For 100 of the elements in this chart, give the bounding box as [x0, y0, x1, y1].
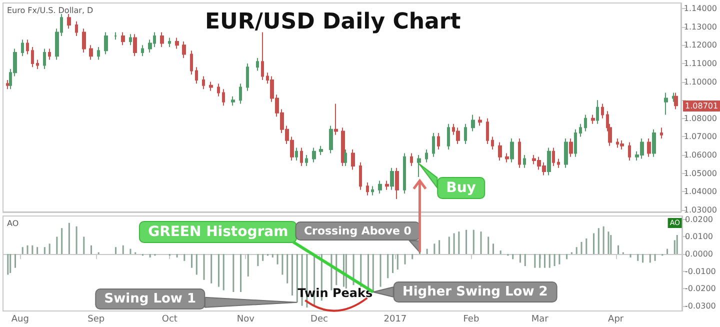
x-tick-label: Dec [310, 314, 328, 324]
candlestick [596, 100, 599, 124]
candlestick [620, 140, 624, 150]
chart-title: EUR/USD Daily Chart [205, 10, 462, 34]
candlestick [378, 180, 382, 194]
x-tick-label: 2017 [384, 314, 407, 324]
x-tick-label: Feb [463, 314, 480, 324]
candlestick [390, 167, 394, 190]
candlestick [432, 132, 435, 158]
y-tick-label: 0.0100 [685, 232, 713, 242]
candlestick [498, 142, 502, 162]
candlestick [300, 147, 303, 167]
x-tick-label: Oct [162, 314, 178, 324]
y-tick-label: -0.0300 [685, 301, 716, 310]
candlestick [305, 154, 308, 167]
y-tick-label: 1.07000 [684, 132, 718, 142]
candlestick [222, 88, 225, 106]
annotation: Higher Swing Low 2 [393, 282, 557, 302]
candlestick [48, 48, 51, 60]
candlestick [403, 152, 406, 194]
annotation: GREEN Histogram [139, 221, 298, 243]
candlestick [652, 128, 656, 158]
y-tick-label: -0.0200 [685, 284, 716, 294]
candlestick [329, 125, 333, 154]
candlestick [579, 123, 582, 138]
candlestick [67, 13, 71, 30]
candlestick [471, 114, 475, 132]
y-tick-label: 1.06000 [684, 150, 718, 160]
candlestick [6, 79, 10, 90]
candlestick [591, 114, 595, 124]
annotation: Twin Peaks [298, 286, 373, 300]
candlestick [672, 92, 675, 102]
annotation: Euro Fx/U.S. Dollar, D [7, 6, 94, 15]
y-tick-label: 1.13000 [684, 22, 718, 32]
annotation: AO [7, 219, 19, 228]
candlestick [547, 147, 551, 176]
candlestick [312, 147, 316, 163]
y-tick-label: 1.10000 [684, 77, 718, 86]
candlestick [523, 154, 526, 168]
candlestick [664, 92, 668, 116]
candlestick [425, 149, 428, 163]
candlestick [129, 34, 132, 46]
candlestick [491, 136, 494, 150]
candlestick [239, 83, 242, 104]
candlestick [447, 123, 450, 150]
candlestick [75, 20, 78, 36]
candlestick [518, 138, 521, 168]
annotation: Crossing Above 0 [294, 222, 420, 241]
candlestick [557, 158, 560, 168]
candlestick [371, 186, 374, 196]
candlestick [21, 39, 24, 57]
candlestick [114, 32, 117, 40]
candlestick [217, 83, 220, 97]
x-tick-label: Aug [11, 314, 29, 324]
candlestick [564, 138, 568, 168]
y-tick-label: 1.08000 [684, 114, 718, 123]
candlestick [97, 46, 100, 60]
candlestick [89, 44, 93, 60]
candlestick [319, 145, 323, 156]
candlestick [505, 152, 509, 163]
candlestick [182, 40, 186, 58]
y-tick-label: 1.03000 [684, 206, 718, 214]
candlestick [256, 57, 259, 72]
candlestick [31, 46, 34, 68]
x-tick-label: Apr [608, 314, 624, 324]
candlestick [43, 48, 46, 70]
candlestick [341, 127, 345, 167]
candlestick [395, 167, 399, 200]
y-tick-label: -0.0100 [685, 266, 716, 276]
candlestick [478, 116, 482, 126]
candlestick [190, 50, 193, 75]
candlestick [104, 32, 108, 55]
candlestick [26, 39, 29, 55]
annotation: Swing Low 1 [95, 288, 205, 310]
y-tick-label: 0.0200 [685, 214, 713, 224]
candlestick [552, 147, 555, 167]
candlestick [359, 162, 362, 190]
candlestick [574, 128, 577, 158]
y-tick-label: 1.11000 [684, 58, 718, 68]
candlestick [195, 66, 198, 84]
candlestick [456, 127, 460, 145]
candlestick [660, 127, 663, 140]
candlestick [141, 44, 144, 57]
candlestick [175, 37, 179, 50]
candlestick [437, 132, 440, 150]
y-tick-label: 0.0000 [685, 250, 713, 258]
candlestick [82, 28, 86, 53]
candlestick [674, 92, 678, 110]
candlestick [133, 34, 137, 57]
candlestick [366, 182, 369, 196]
candlestick [160, 32, 164, 48]
candlestick [334, 103, 338, 136]
y-tick-label: 1.14000 [684, 4, 718, 13]
candlestick [628, 142, 631, 162]
candlestick [464, 123, 467, 145]
candlestick [344, 149, 347, 167]
candlestick [202, 76, 205, 90]
y-tick-label: 1.04000 [684, 187, 718, 196]
candlestick [410, 152, 413, 167]
annotation: 1.08701 [683, 100, 720, 112]
